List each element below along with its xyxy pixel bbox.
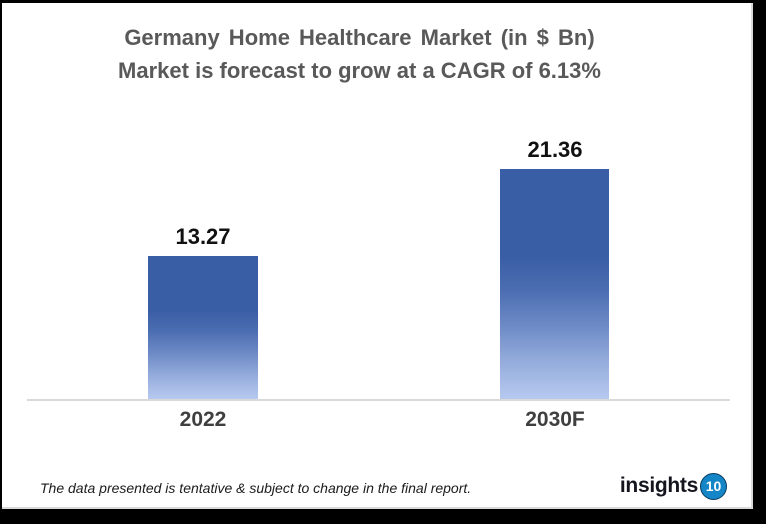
category-label-2022: 2022 — [179, 408, 227, 431]
chart-title-block: Germany Home Healthcare Market (in $ Bn)… — [2, 21, 717, 87]
chart-subtitle: Market is forecast to grow at a CAGR of … — [118, 58, 601, 83]
logo-badge-10: 10 — [700, 472, 727, 500]
disclaimer-note: The data presented is tentative & subjec… — [40, 480, 472, 496]
chart-title: Germany Home Healthcare Market (in $ Bn) — [124, 25, 595, 50]
bar-2022 — [148, 256, 258, 399]
bar-2030f — [500, 169, 609, 399]
data-label-2022: 13.27 — [175, 224, 231, 249]
x-axis-line — [27, 399, 730, 401]
category-label-2030f: 2030F — [525, 408, 585, 431]
logo-wordmark: insights — [619, 474, 698, 497]
insights10-logo: insights 10 — [620, 471, 727, 501]
data-label-2030f: 21.36 — [527, 137, 583, 162]
plot-area: 13.27 21.36 — [2, 3, 753, 399]
chart-card: Germany Home Healthcare Market (in $ Bn)… — [2, 3, 753, 509]
